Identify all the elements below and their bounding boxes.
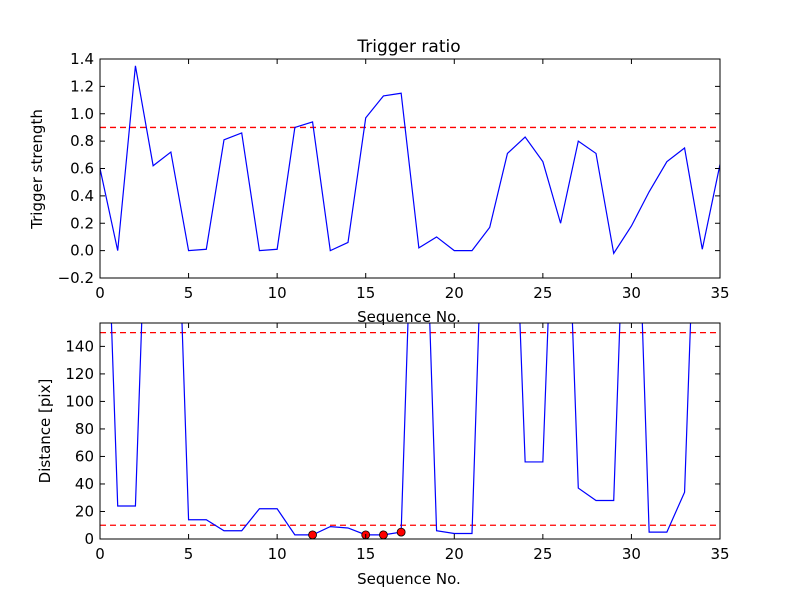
y-tick-label: 0.4	[70, 187, 94, 205]
highlight-point	[379, 530, 388, 540]
x-tick-label: 15	[356, 545, 375, 563]
y-axis-label: Trigger strength	[28, 109, 46, 230]
chart-title: Trigger ratio	[356, 37, 460, 57]
x-tick-label: 35	[710, 284, 729, 302]
y-tick-label: 0.6	[70, 160, 94, 178]
y-axis-label: Distance [pix]	[36, 379, 54, 484]
series-line	[100, 65, 720, 255]
x-tick-label: 10	[268, 284, 287, 302]
trigger-ratio-chart: Trigger ratio Trigger strength Sequence …	[28, 37, 730, 326]
y-tick-label: 0	[84, 530, 94, 548]
x-tick-label: 0	[95, 545, 105, 563]
x-axis-label: Sequence No.	[357, 570, 461, 588]
x-tick-label: 20	[445, 284, 464, 302]
y-tick-label: 1.2	[70, 77, 94, 95]
plot-frame	[99, 322, 721, 540]
x-tick-label: 25	[533, 545, 552, 563]
y-tick-label: 80	[75, 420, 94, 438]
highlight-point	[396, 527, 406, 537]
x-axis-label: Sequence No.	[357, 308, 461, 326]
x-tick-label: 0	[95, 284, 105, 302]
y-tick-label: 1.0	[70, 105, 94, 123]
x-tick-label: 30	[622, 284, 641, 302]
y-tick-label: 0.2	[70, 214, 94, 232]
y-tick-label: 100	[65, 392, 94, 410]
x-tick-label: 5	[184, 545, 194, 563]
y-tick-label: 1.4	[70, 50, 94, 68]
y-tick-label: 60	[75, 447, 94, 465]
y-tick-label: 40	[75, 475, 94, 493]
highlight-point	[308, 530, 317, 540]
x-tick-label: 5	[184, 284, 194, 302]
y-tick-label: 20	[75, 502, 94, 520]
x-tick-label: 15	[356, 284, 375, 302]
y-tick-label: −0.2	[58, 269, 94, 287]
y-tick-label: 120	[65, 365, 94, 383]
series-line	[110, 323, 692, 536]
y-tick-label: 0.8	[70, 132, 94, 150]
x-tick-label: 10	[268, 545, 287, 563]
x-tick-label: 25	[533, 284, 552, 302]
y-tick-label: 0.0	[70, 242, 94, 260]
x-tick-label: 30	[622, 545, 641, 563]
y-tick-label: 140	[65, 337, 94, 355]
distance-chart: Distance [pix] Sequence No. 0 5 10 15 20 25 30…	[36, 322, 730, 588]
x-tick-label: 20	[445, 545, 464, 563]
x-tick-label: 35	[710, 545, 729, 563]
